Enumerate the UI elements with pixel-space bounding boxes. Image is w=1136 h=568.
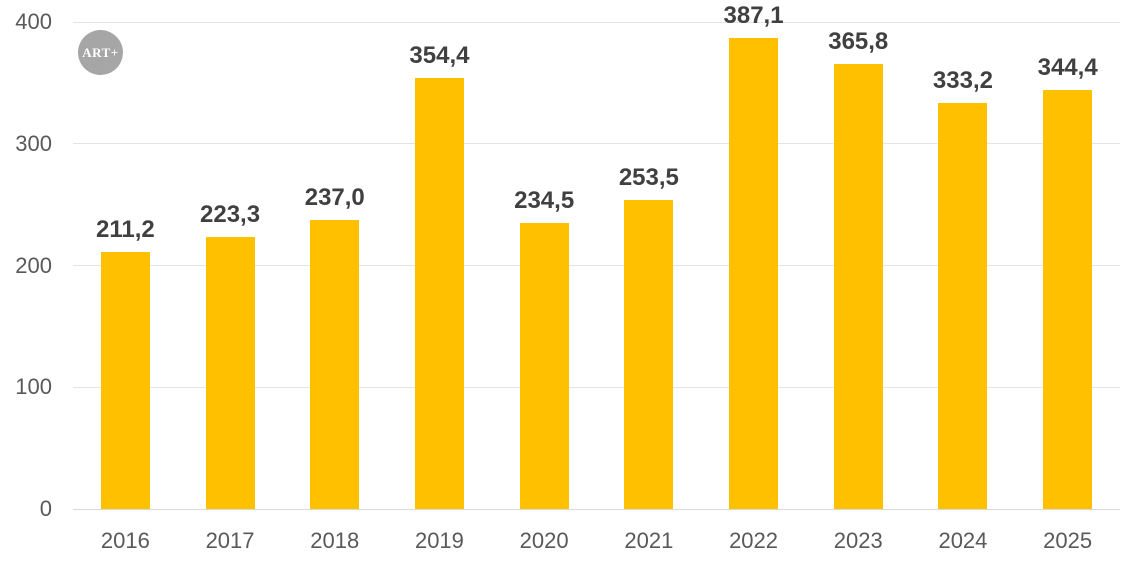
x-axis-label-2024: 2024 xyxy=(938,528,988,553)
x-axis-label-2018: 2018 xyxy=(310,528,360,553)
value-label-2016: 211,2 xyxy=(95,215,155,243)
y-axis-tick-400: 400 xyxy=(15,9,52,34)
x-axis-label-2023: 2023 xyxy=(833,528,883,553)
y-axis-tick-0: 0 xyxy=(39,496,52,521)
x-axis-label-2016: 2016 xyxy=(100,528,150,553)
bar-2024 xyxy=(938,103,988,509)
bar-2020 xyxy=(519,223,569,509)
bar-2021 xyxy=(624,200,674,509)
value-label-2019: 354,4 xyxy=(409,41,470,69)
value-label-2022: 387,1 xyxy=(723,1,784,29)
x-axis-baseline xyxy=(73,508,1120,510)
art-plus-logo: ART+ xyxy=(78,30,123,75)
bar-2018 xyxy=(310,220,360,509)
bar-2025 xyxy=(1043,89,1093,509)
x-axis-label-2021: 2021 xyxy=(624,528,674,553)
value-label-2024: 333,2 xyxy=(932,67,993,95)
x-axis-label-2020: 2020 xyxy=(519,528,569,553)
bar-2022 xyxy=(729,37,779,509)
value-label-2025: 344,4 xyxy=(1037,53,1098,81)
value-label-2023: 365,8 xyxy=(828,27,889,55)
y-axis-tick-200: 200 xyxy=(15,252,52,278)
y-axis-tick-300: 300 xyxy=(15,130,52,156)
bar-2019 xyxy=(414,77,464,509)
x-axis-label-2025: 2025 xyxy=(1043,528,1093,553)
gridline-400 xyxy=(73,21,1120,23)
art-plus-logo-text: ART+ xyxy=(82,44,119,60)
y-axis-tick-100: 100 xyxy=(15,374,52,400)
x-axis-label-2017: 2017 xyxy=(205,528,255,553)
bar-2017 xyxy=(205,237,255,509)
x-axis-label-2022: 2022 xyxy=(729,528,779,553)
gridline-100 xyxy=(73,386,1120,388)
value-label-2020: 234,5 xyxy=(514,187,575,215)
bar-2016 xyxy=(100,251,150,509)
bar-2023 xyxy=(833,63,883,509)
x-axis-label-2019: 2019 xyxy=(414,528,464,553)
value-label-2021: 253,5 xyxy=(618,164,679,192)
gridline-200 xyxy=(73,265,1120,266)
value-label-2018: 237,0 xyxy=(304,184,365,212)
gridline-300 xyxy=(73,143,1120,145)
value-label-2017: 223,3 xyxy=(200,201,261,229)
